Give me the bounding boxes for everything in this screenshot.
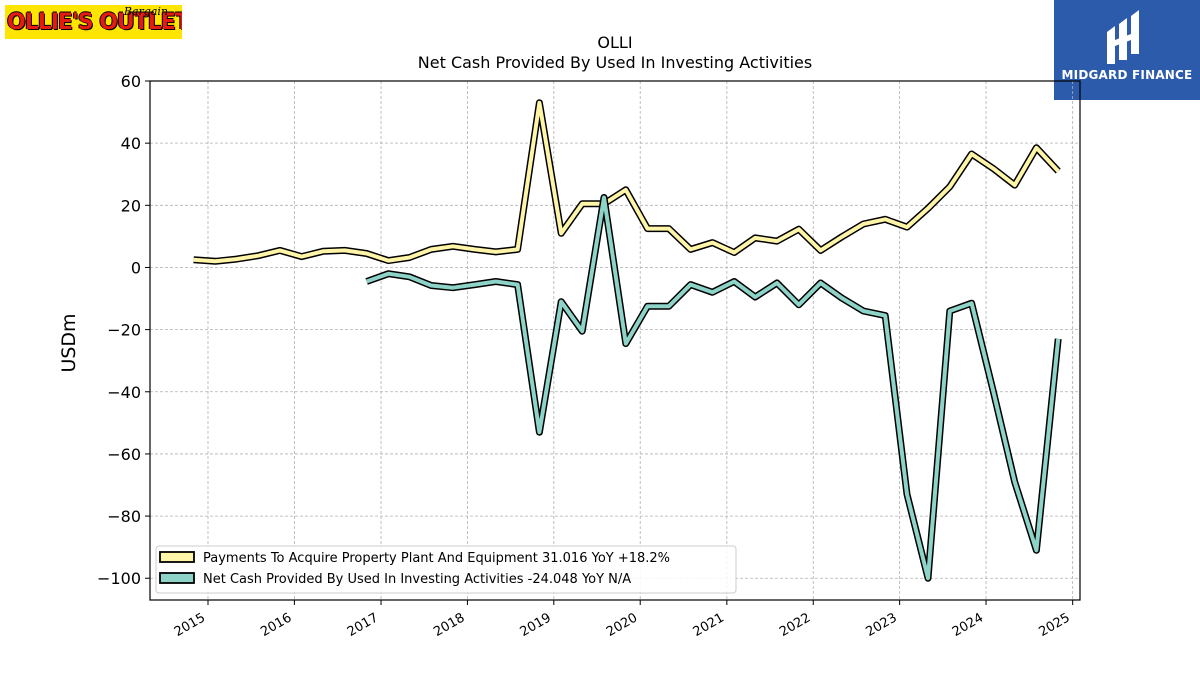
legend: Payments To Acquire Property Plant And E… <box>155 545 737 594</box>
legend-label-2: Net Cash Provided By Used In Investing A… <box>203 572 631 587</box>
x-tick-label: 2015 <box>172 610 208 640</box>
x-tick-label: 2019 <box>518 610 554 640</box>
y-tick-label: 20 <box>121 196 141 215</box>
legend-swatch-1 <box>159 551 195 563</box>
legend-label-1: Payments To Acquire Property Plant And E… <box>203 551 670 566</box>
legend-box <box>155 545 737 594</box>
y-axis-label: USDm <box>58 313 80 372</box>
y-tick-label: −40 <box>107 383 141 402</box>
ollies-logo-text: OLLIE'S OUTLET <box>7 9 182 35</box>
grid <box>150 80 1080 600</box>
x-tick-label: 2024 <box>950 610 986 640</box>
chart-subtitle: Net Cash Provided By Used In Investing A… <box>418 53 812 72</box>
series-2-outline <box>365 194 1062 582</box>
midgard-mark-icon <box>1107 10 1139 64</box>
x-tick-label: 2022 <box>777 610 813 640</box>
y-tick-label: −60 <box>107 445 141 464</box>
series-lines <box>193 99 1062 582</box>
y-tick-label: −80 <box>107 507 141 526</box>
x-tick-label: 2021 <box>691 610 727 640</box>
x-tick-label: 2017 <box>345 610 381 640</box>
y-tick-label: −100 <box>97 569 141 588</box>
ollies-logo: OLLIE'S OUTLET Bargain <box>5 5 182 39</box>
x-tick-label: 2018 <box>431 610 467 640</box>
series-1-outline <box>193 99 1061 265</box>
legend-swatch-2 <box>159 572 195 584</box>
series-1-line <box>193 100 1060 264</box>
y-tick-label: −20 <box>107 321 141 340</box>
y-tick-label: 60 <box>121 72 141 91</box>
midgard-finance-logo: MIDGARD FINANCE <box>1054 0 1200 100</box>
y-tick-label: 40 <box>121 134 141 153</box>
x-tick-label: 2020 <box>604 610 640 640</box>
chart-title: OLLI <box>597 33 632 52</box>
x-tick-label: 2025 <box>1037 610 1073 640</box>
x-tick-label: 2016 <box>258 610 294 640</box>
plot-frame <box>149 80 1081 601</box>
ollies-logo-script: Bargain <box>123 5 168 18</box>
midgard-brand-text: MIDGARD FINANCE <box>1061 68 1193 82</box>
series-2-line <box>365 195 1061 581</box>
y-tick-label: 0 <box>131 258 141 277</box>
x-tick-label: 2023 <box>863 610 899 640</box>
